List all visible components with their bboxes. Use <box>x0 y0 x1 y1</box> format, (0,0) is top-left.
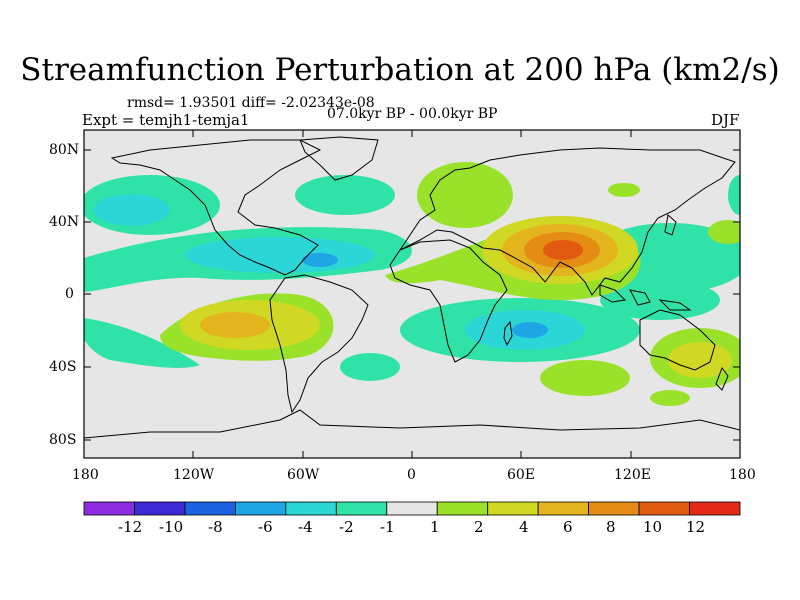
lon-label-0: 0 <box>407 467 416 483</box>
legend-label: 1 <box>430 518 440 536</box>
colorbar-box <box>487 501 539 516</box>
plot-title: Streamfunction Perturbation at 200 hPa (… <box>20 52 780 88</box>
colorbar-box <box>83 501 135 516</box>
legend-label: 6 <box>563 518 573 536</box>
lon-label-120e: 120E <box>614 467 651 483</box>
legend-label: -8 <box>208 518 223 536</box>
stats-text: rmsd= 1.93501 diff= -2.02343e-08 <box>127 95 375 111</box>
map-area <box>84 130 740 458</box>
colorbar-box <box>386 501 438 516</box>
legend-label: 8 <box>606 518 616 536</box>
lat-label-0: 0 <box>65 286 74 302</box>
coastlines <box>84 136 740 439</box>
lon-label-180e: 180 <box>729 467 756 483</box>
colorbar-box <box>184 501 236 516</box>
legend-label: -10 <box>159 518 184 536</box>
contour-fills <box>84 162 740 406</box>
period-text: 07.0kyr BP - 00.0kyr BP <box>327 106 498 122</box>
axis-ticks <box>83 130 741 458</box>
lon-label-60e: 60E <box>507 467 536 483</box>
legend-label: -4 <box>298 518 313 536</box>
legend-label: -1 <box>380 518 395 536</box>
lat-label-80s: 80S <box>49 432 77 448</box>
legend-label: 10 <box>643 518 663 536</box>
colorbar-box <box>134 501 186 516</box>
colorbar-box <box>689 501 741 516</box>
legend-label: 4 <box>519 518 529 536</box>
lat-label-40n: 40N <box>49 214 80 230</box>
lat-label-40s: 40S <box>49 359 77 375</box>
colorbar <box>83 501 741 516</box>
lon-label-60w: 60W <box>287 467 320 483</box>
lon-label-120w: 120W <box>173 467 215 483</box>
legend-label: 2 <box>474 518 484 536</box>
legend-label: -2 <box>339 518 354 536</box>
lat-label-80n: 80N <box>49 142 80 158</box>
colorbar-box <box>285 501 337 516</box>
colorbar-box <box>335 501 388 516</box>
legend-label: 12 <box>686 518 706 536</box>
lon-label-180w: 180 <box>72 467 99 483</box>
colorbar-box <box>234 501 287 516</box>
colorbar-box <box>588 501 640 516</box>
colorbar-box <box>537 501 590 516</box>
season-text: DJF <box>711 111 740 129</box>
experiment-text: Expt = temjh1-temja1 <box>82 111 250 129</box>
colorbar-box <box>436 501 489 516</box>
colorbar-box <box>638 501 690 516</box>
legend-label: -6 <box>258 518 273 536</box>
legend-label: -12 <box>118 518 143 536</box>
